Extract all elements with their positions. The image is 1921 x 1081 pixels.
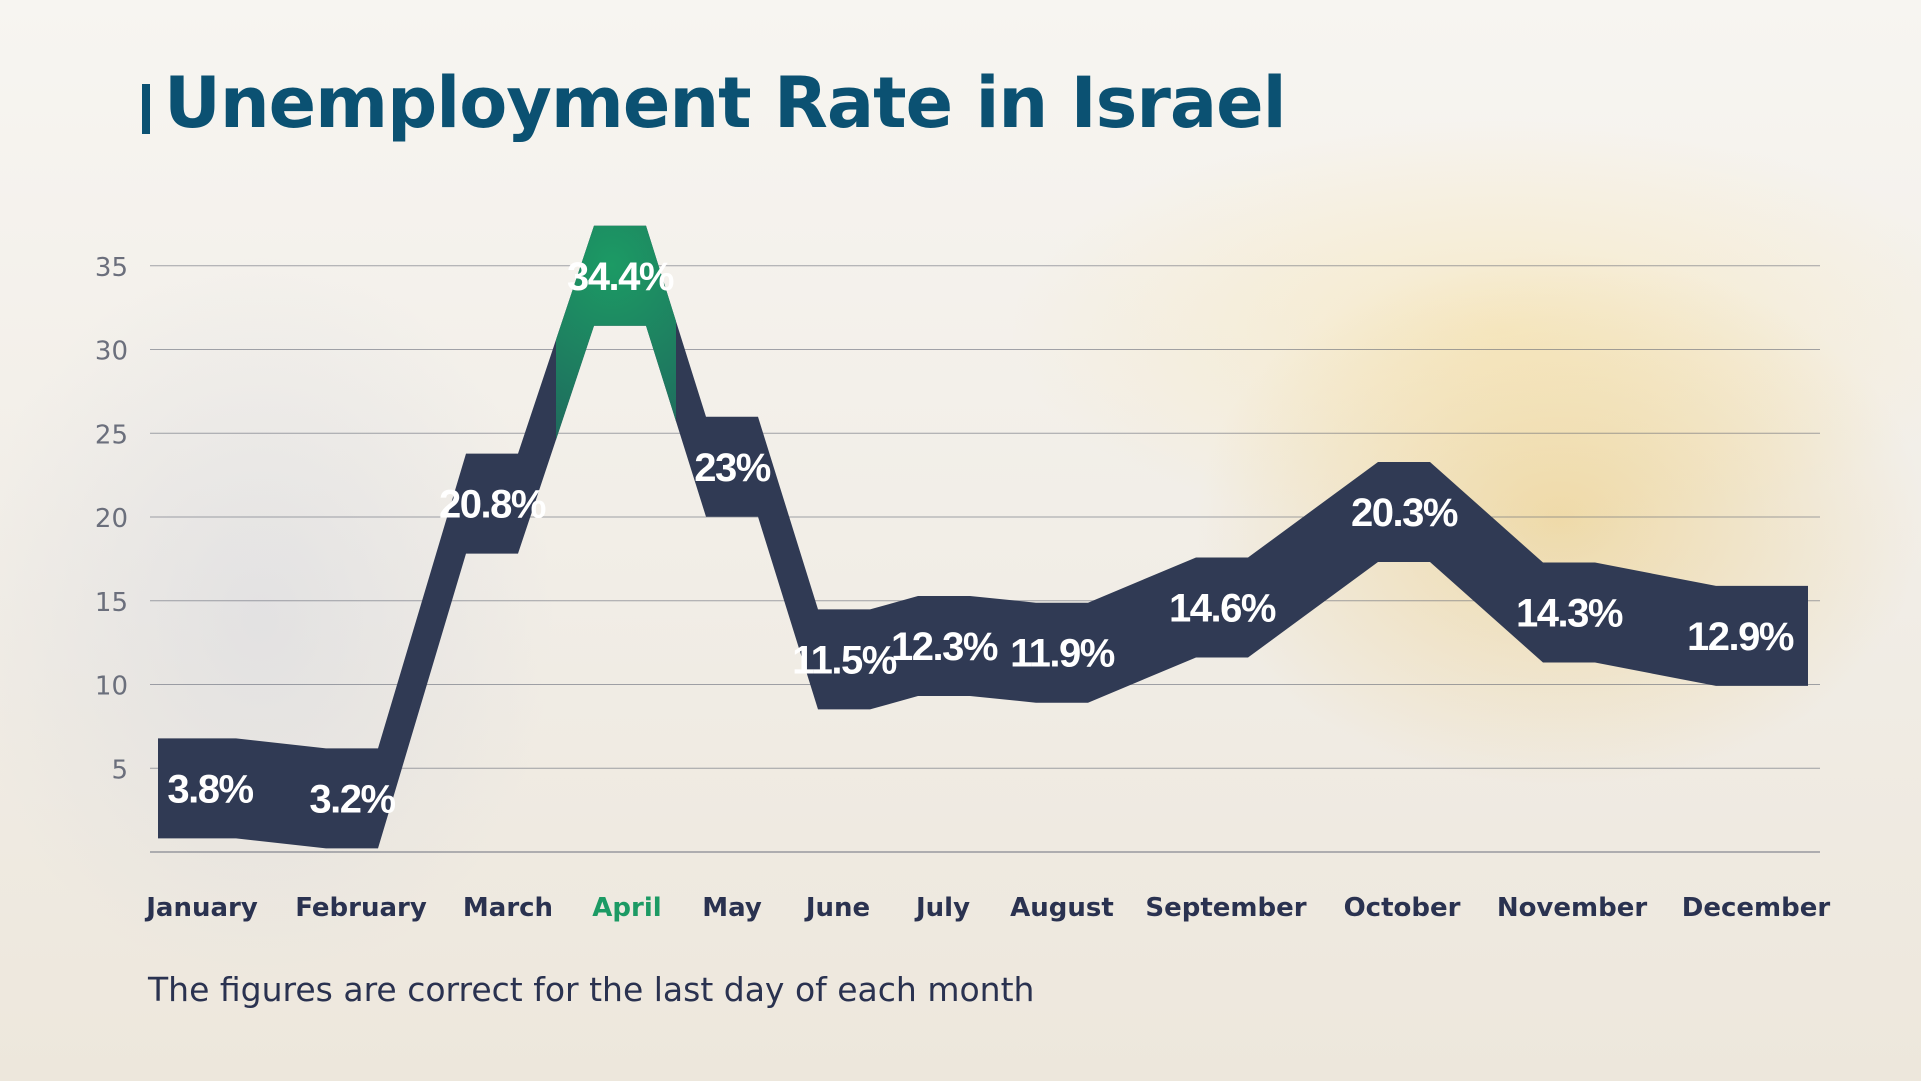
data-label: 14.6%: [1169, 586, 1276, 630]
data-label: 23%: [694, 446, 770, 490]
x-tick-label: March: [463, 893, 553, 923]
x-tick-label: September: [1145, 893, 1306, 923]
y-tick-label: 15: [95, 588, 128, 618]
y-tick-label: 30: [95, 337, 128, 367]
y-tick-label: 35: [95, 253, 128, 283]
x-tick-label: November: [1497, 893, 1648, 923]
data-label: 12.9%: [1687, 615, 1794, 659]
data-label: 11.9%: [1010, 632, 1115, 676]
x-tick-label: August: [1010, 893, 1114, 923]
x-tick-label: July: [914, 893, 970, 923]
data-label: 20.8%: [439, 483, 546, 527]
x-tick-label: April: [592, 893, 661, 923]
data-label: 12.3%: [891, 625, 998, 669]
y-tick-label: 5: [111, 755, 128, 785]
x-tick-label: October: [1344, 893, 1461, 923]
x-tick-label: June: [804, 893, 870, 923]
data-label: 3.8%: [167, 767, 253, 811]
y-tick-label: 20: [95, 504, 128, 534]
x-tick-label: May: [702, 893, 762, 923]
footnote: The figures are correct for the last day…: [148, 970, 1035, 1009]
x-tick-label: December: [1682, 893, 1831, 923]
data-label: 20.3%: [1351, 491, 1458, 535]
highlight-band: [556, 225, 676, 440]
y-tick-label: 25: [95, 420, 128, 450]
title-accent-bar: [142, 84, 150, 134]
x-tick-label: February: [295, 893, 427, 923]
x-tick-label: January: [144, 893, 258, 923]
data-label: 3.2%: [309, 777, 395, 821]
data-label: 34.4%: [567, 255, 674, 299]
data-band: [158, 225, 1808, 849]
y-tick-label: 10: [95, 672, 128, 702]
chart-title: Unemployment Rate in Israel: [164, 62, 1287, 144]
data-label: 14.3%: [1516, 591, 1623, 635]
data-label: 11.5%: [792, 638, 897, 682]
